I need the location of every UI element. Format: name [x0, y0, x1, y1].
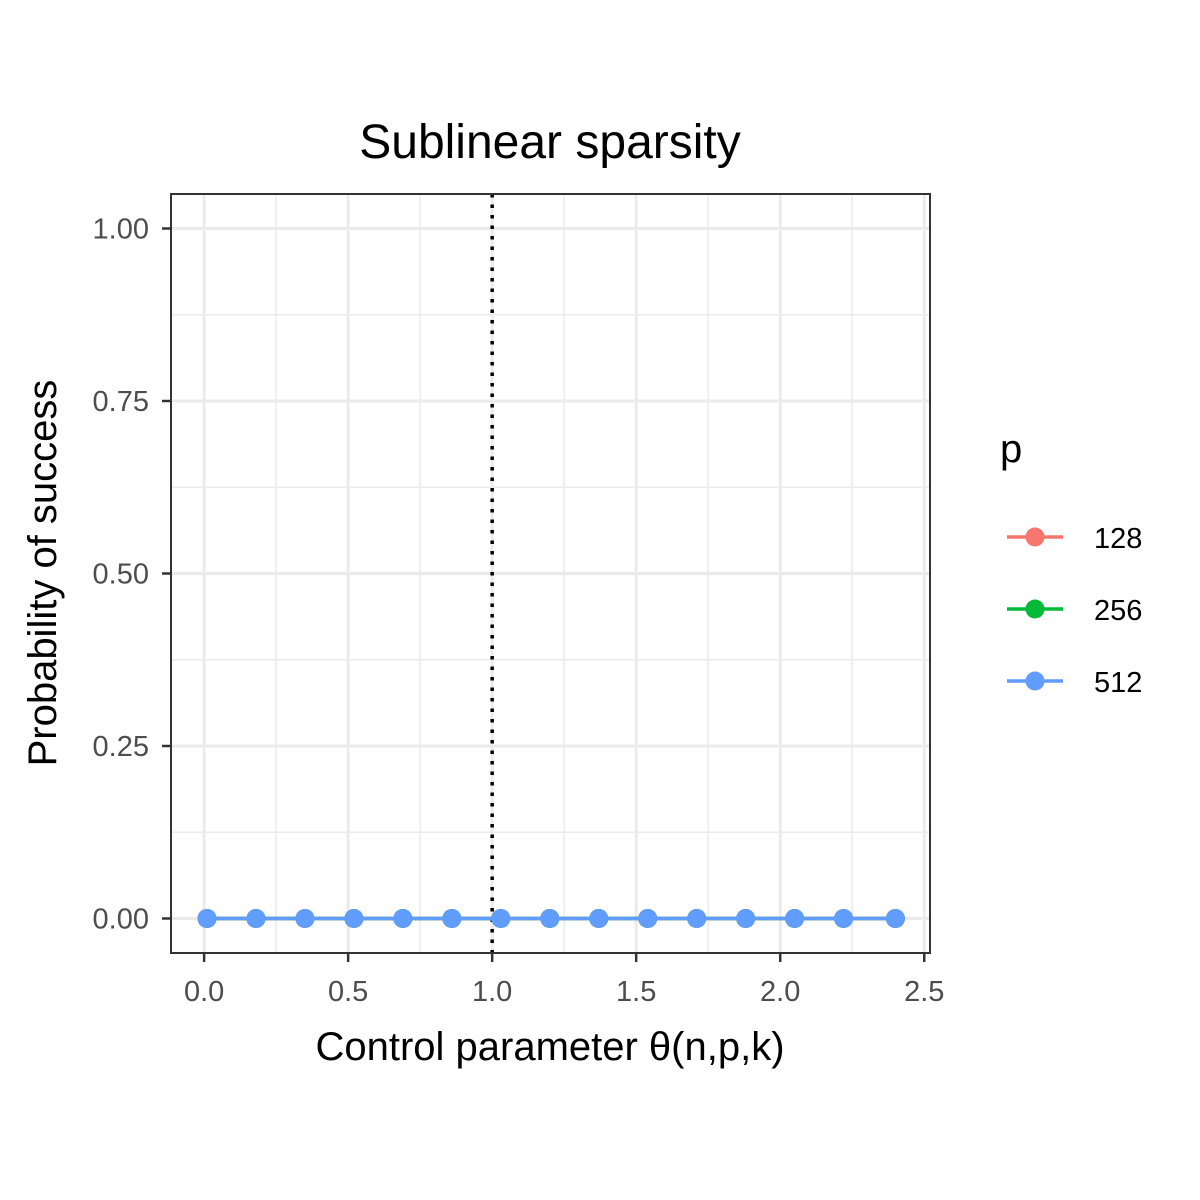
data-point-512	[442, 909, 462, 928]
legend-title: p	[1000, 427, 1022, 471]
data-point-512	[589, 909, 609, 928]
data-point-512	[344, 909, 364, 928]
series-layer	[197, 909, 905, 928]
series-512	[197, 909, 905, 928]
x-tick-label: 1.5	[616, 976, 656, 1008]
y-axis-title: Probability of success	[21, 380, 65, 767]
x-axis: 0.0 0.5 1.0 1.5 2.0 2.5	[184, 953, 944, 1008]
y-tick-label: 0.00	[93, 904, 149, 936]
x-tick-label: 2.0	[760, 976, 800, 1008]
y-tick-label: 1.00	[93, 214, 149, 246]
legend-label: 128	[1094, 523, 1142, 555]
data-point-512	[736, 909, 756, 928]
y-axis: 0.00 0.25 0.50 0.75 1.00	[93, 214, 171, 936]
y-tick-label: 0.25	[93, 731, 149, 763]
x-axis-title: Control parameter θ(n,p,k)	[315, 1025, 784, 1069]
legend-key-point	[1025, 527, 1045, 547]
y-tick-label: 0.50	[93, 559, 149, 591]
data-point-512	[687, 909, 707, 928]
legend-key-point	[1025, 599, 1045, 619]
data-point-512	[540, 909, 560, 928]
data-point-512	[491, 909, 511, 928]
legend-label: 256	[1094, 595, 1142, 627]
data-point-512	[246, 909, 266, 928]
legend-item-256: 256	[1007, 595, 1142, 627]
data-point-512	[785, 909, 805, 928]
y-tick-label: 0.75	[93, 386, 149, 418]
legend-item-512: 512	[1007, 667, 1142, 699]
x-tick-label: 1.0	[472, 976, 512, 1008]
x-tick-label: 0.0	[184, 976, 224, 1008]
legend-key-point	[1025, 671, 1045, 691]
data-point-512	[197, 909, 217, 928]
chart-title: Sublinear sparsity	[359, 116, 741, 169]
data-point-512	[295, 909, 315, 928]
legend-label: 512	[1094, 667, 1142, 699]
data-point-512	[638, 909, 658, 928]
data-point-512	[393, 909, 413, 928]
x-tick-label: 0.5	[328, 976, 368, 1008]
legend-item-128: 128	[1007, 523, 1142, 555]
data-point-512	[834, 909, 854, 928]
legend-items: 128 256 512	[1007, 523, 1142, 699]
x-tick-label: 2.5	[904, 976, 944, 1008]
data-point-512	[885, 909, 905, 928]
legend: p 128 256 512	[1000, 427, 1142, 699]
